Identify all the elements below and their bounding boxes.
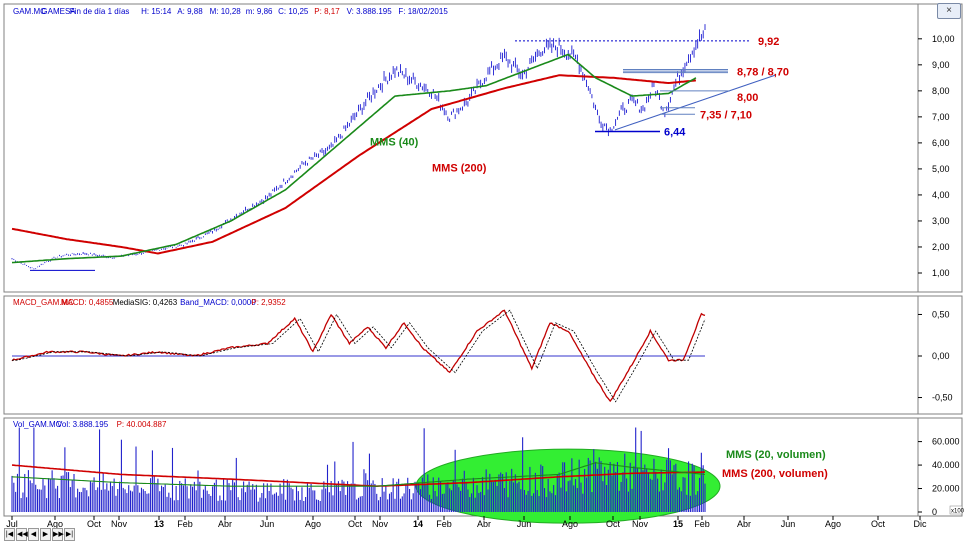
nav-button-0[interactable]: |◀ xyxy=(4,528,15,541)
vol-mms200-label: MMS (200, volumen) xyxy=(722,468,828,480)
mms40-line xyxy=(11,53,697,264)
price-header-field: m: 9,86 xyxy=(246,7,273,16)
price-header-field: Fin de día 1 días xyxy=(70,7,130,16)
vol-y-tick-label: 40.000 xyxy=(932,460,960,470)
price-y-tick-label: 7,00 xyxy=(932,112,950,122)
price-y-tick-label: 1,00 xyxy=(932,268,950,278)
x-tick-label: Oct xyxy=(871,519,886,529)
close-window-button[interactable]: × xyxy=(937,3,961,19)
price-header-field: H: 15:14 xyxy=(141,7,172,16)
x-tick-label: Oct xyxy=(348,519,363,529)
x-tick-label: Nov xyxy=(111,519,128,529)
nav-button-4[interactable]: ▶▶ xyxy=(52,528,64,541)
price-y-tick-label: 2,00 xyxy=(932,242,950,252)
price-y-tick-label: 5,00 xyxy=(932,164,950,174)
mms200-label: MMS (200) xyxy=(432,163,487,175)
level-label: 7,35 / 7,10 xyxy=(700,109,752,121)
price-header-field: V: 3.888.195 xyxy=(347,7,393,16)
vol-y-tick-label: 0 xyxy=(932,507,937,517)
volume-bars xyxy=(11,427,706,512)
price-y-tick-label: 10,00 xyxy=(932,34,955,44)
price-header-field: GAMESA xyxy=(41,7,76,16)
x-tick-label: 15 xyxy=(673,519,683,529)
price-header-field: C: 10,25 xyxy=(278,7,309,16)
macd-header-field: MACD: 0,4855 xyxy=(61,298,114,307)
price-y-tick-label: 4,00 xyxy=(932,190,950,200)
price-header-field: M: 10,28 xyxy=(210,7,242,16)
x-tick-label: Ago xyxy=(562,519,578,529)
x-tick-label: Ago xyxy=(825,519,841,529)
x-tick-label: Jul xyxy=(6,519,18,529)
x-tick-label: Ago xyxy=(47,519,63,529)
price-header-field: P: 8,17 xyxy=(314,7,340,16)
price-header-field: GAM.MC xyxy=(13,7,46,16)
price-header-field: F: 18/02/2015 xyxy=(398,7,448,16)
macd-y-tick-label: 0,00 xyxy=(932,351,950,361)
x-tick-label: Oct xyxy=(606,519,621,529)
vol-header-field: P: 40.004.887 xyxy=(117,420,167,429)
vol-mms200-line xyxy=(11,464,705,488)
vol-mms20-label: MMS (20, volumen) xyxy=(726,449,826,461)
vol-y-tick-label: 20.000 xyxy=(932,484,960,494)
vol-corner-box xyxy=(949,505,963,515)
price-header-field: A: 9,88 xyxy=(177,7,203,16)
x-tick-label: Feb xyxy=(436,519,452,529)
x-tick-label: Abr xyxy=(737,519,751,529)
macd-header-field: MediaSIG: 0,4263 xyxy=(113,298,178,307)
vol-y-tick-label: 60.000 xyxy=(932,437,960,447)
level-label: 8,00 xyxy=(737,92,758,104)
x-tick-label: Dic xyxy=(914,519,927,529)
mms40-label: MMS (40) xyxy=(370,136,419,148)
macd-signal-line xyxy=(12,309,706,403)
x-tick-label: Feb xyxy=(177,519,193,529)
macd-y-tick-label: 0,50 xyxy=(932,309,950,319)
vol-corner-label: x100 xyxy=(951,509,965,515)
vol-header-field: Vol: 3.888.195 xyxy=(57,420,109,429)
vol-mms20-line xyxy=(11,462,706,487)
x-tick-label: Abr xyxy=(477,519,491,529)
x-tick-label: Abr xyxy=(218,519,232,529)
price-y-tick-label: 6,00 xyxy=(932,138,950,148)
nav-button-2[interactable]: ◀ xyxy=(28,528,39,541)
macd-header-field: Band_MACD: 0,0000 xyxy=(180,298,256,307)
level-label: 9,92 xyxy=(758,36,779,48)
panel-frame-macd xyxy=(3,295,963,415)
level-label: 6,44 xyxy=(664,126,686,138)
x-tick-label: Nov xyxy=(372,519,389,529)
nav-button-3[interactable]: ▶ xyxy=(40,528,51,541)
price-y-tick-label: 3,00 xyxy=(932,216,950,226)
level-label: 8,78 / 8,70 xyxy=(737,67,789,79)
vol-header-field: Vol_GAM.MC xyxy=(13,420,62,429)
panel-frame-price xyxy=(3,3,963,293)
x-tick-label: Nov xyxy=(632,519,649,529)
x-tick-label: Jun xyxy=(517,519,532,529)
macd-line xyxy=(11,309,706,403)
price-y-tick-label: 9,00 xyxy=(932,60,950,70)
macd-header-field: MACD_GAM.MC xyxy=(13,298,74,307)
nav-button-5[interactable]: ▶| xyxy=(64,528,75,541)
x-tick-label: Ago xyxy=(305,519,321,529)
price-y-tick-label: 8,00 xyxy=(932,86,950,96)
macd-y-tick-label: -0,50 xyxy=(932,393,953,403)
macd-header-field: P: 2,9352 xyxy=(251,298,286,307)
x-tick-label: Jun xyxy=(260,519,275,529)
x-tick-label: Jun xyxy=(781,519,796,529)
trendline-support xyxy=(614,74,776,131)
x-tick-label: 13 xyxy=(154,519,164,529)
x-tick-label: Oct xyxy=(87,519,102,529)
nav-button-1[interactable]: ◀◀ xyxy=(16,528,28,541)
mms200-line xyxy=(11,74,697,255)
navigation-bar: |◀ ◀◀ ◀ ▶ ▶▶ ▶| xyxy=(4,528,75,541)
x-tick-label: Feb xyxy=(694,519,710,529)
x-tick-label: 14 xyxy=(413,519,423,529)
